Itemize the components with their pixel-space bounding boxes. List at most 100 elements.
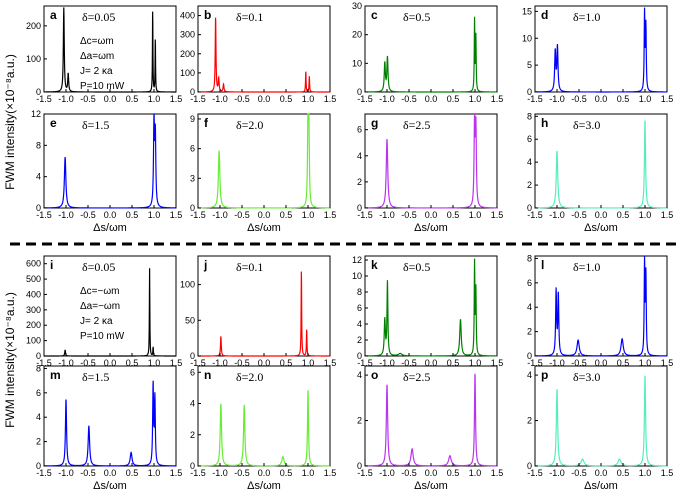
x-tick-label: 0.0 bbox=[425, 210, 438, 220]
x-tick-label: 1.5 bbox=[661, 468, 674, 478]
x-tick-label: -0.5 bbox=[401, 468, 417, 478]
x-tick-label: 0.5 bbox=[280, 94, 293, 104]
x-tick-label: 1.0 bbox=[148, 94, 161, 104]
x-axis-label: Δs/ωm bbox=[93, 222, 127, 234]
y-tick-label: 0 bbox=[357, 351, 362, 361]
x-tick-label: 1.5 bbox=[324, 358, 337, 368]
x-tick-label: -0.5 bbox=[234, 210, 250, 220]
series-line bbox=[534, 120, 667, 209]
panel-title: δ=0.1 bbox=[236, 260, 263, 274]
parameter-annotation: Δc=ωm bbox=[80, 36, 114, 47]
y-tick-label: 6 bbox=[527, 278, 532, 288]
y-tick-label: 6 bbox=[190, 144, 195, 154]
x-tick-label: -1.5 bbox=[527, 94, 543, 104]
x-tick-label: -1.5 bbox=[36, 94, 52, 104]
series-line bbox=[198, 17, 330, 93]
panel-letter: m bbox=[50, 368, 61, 382]
y-tick-label: 100 bbox=[26, 336, 41, 346]
x-tick-label: 0.5 bbox=[126, 358, 139, 368]
x-tick-label: -1.0 bbox=[212, 94, 228, 104]
y-tick-label: 100 bbox=[180, 280, 195, 290]
y-tick-label: 5 bbox=[527, 60, 532, 70]
ylabel-top: FWM intensity(×10⁻⁸a.u.) bbox=[3, 54, 17, 190]
y-tick-label: 100 bbox=[180, 68, 195, 78]
x-tick-label: 0.0 bbox=[258, 94, 271, 104]
y-tick-label: 200 bbox=[26, 320, 41, 330]
panel-title: δ=1.5 bbox=[82, 118, 109, 132]
series-line bbox=[535, 255, 667, 357]
x-tick-label: -1.0 bbox=[549, 358, 565, 368]
x-tick-label: 1.0 bbox=[639, 210, 652, 220]
y-tick-label: 0 bbox=[190, 351, 195, 361]
x-tick-label: -1.0 bbox=[212, 468, 228, 478]
panel-title: δ=2.5 bbox=[403, 370, 430, 384]
y-tick-label: 2 bbox=[527, 327, 532, 337]
y-tick-label: 0 bbox=[527, 203, 532, 213]
y-tick-label: 20 bbox=[352, 30, 362, 40]
y-tick-label: 200 bbox=[26, 21, 41, 31]
panel-title: δ=0.05 bbox=[82, 10, 115, 24]
y-tick-label: 4 bbox=[527, 302, 532, 312]
y-tick-label: 300 bbox=[180, 30, 195, 40]
x-tick-label: -1.0 bbox=[379, 358, 395, 368]
panel-c: -1.5 -1.0 -0.5 0.0 0.5 1.0 1.5 0 10 20 30 c δ=0.5 bbox=[352, 1, 503, 104]
x-axis-label: Δs/ωm bbox=[93, 480, 127, 492]
x-tick-label: 1.5 bbox=[491, 94, 504, 104]
parameter-annotation: Δc=−ωm bbox=[80, 286, 120, 297]
panel-p: -1.5 -1.0 -0.5 0.0 0.5 1.0 1.5 0 2 4 p δ=3.0 Δs/ωm bbox=[527, 365, 674, 492]
x-tick-label: 0.5 bbox=[126, 94, 139, 104]
panel-title: δ=1.0 bbox=[573, 260, 600, 274]
y-tick-label: 0 bbox=[190, 203, 195, 213]
x-tick-label: -1.0 bbox=[379, 210, 395, 220]
panel-title: δ=3.0 bbox=[573, 370, 600, 384]
y-tick-label: 6 bbox=[36, 388, 41, 398]
y-tick-label: 8 bbox=[36, 140, 41, 150]
panel-title: δ=1.5 bbox=[82, 370, 109, 384]
y-tick-label: 0 bbox=[190, 87, 195, 97]
panel-title: δ=0.1 bbox=[236, 10, 263, 24]
x-tick-label: 0.5 bbox=[280, 210, 293, 220]
panel-letter: b bbox=[204, 8, 211, 22]
y-tick-label: 15 bbox=[522, 6, 532, 16]
x-tick-label: -0.5 bbox=[234, 468, 250, 478]
panel-letter: j bbox=[203, 258, 207, 272]
panel-e: -1.5 -1.0 -0.5 0.0 0.5 1.0 1.5 0 4 8 12 e δ=1.5 Δs/ωm bbox=[31, 109, 182, 234]
x-axis-label: Δs/ωm bbox=[584, 222, 618, 234]
parameter-annotation: J= 2 κa bbox=[80, 66, 113, 77]
x-axis-label: Δs/ωm bbox=[414, 480, 448, 492]
y-tick-label: 0 bbox=[527, 351, 532, 361]
x-tick-label: 1.5 bbox=[491, 210, 504, 220]
y-tick-label: 10 bbox=[352, 58, 362, 68]
panel-b: -1.5 -1.0 -0.5 0.0 0.5 1.0 1.5 0 100 200 300 400 b δ=… bbox=[180, 5, 336, 104]
x-tick-label: 0.0 bbox=[425, 94, 438, 104]
parameter-annotation: J= 2 κa bbox=[80, 316, 113, 327]
x-tick-label: -1.0 bbox=[549, 210, 565, 220]
x-tick-label: 0.5 bbox=[447, 358, 460, 368]
y-tick-label: 4 bbox=[190, 399, 195, 409]
x-tick-label: -0.5 bbox=[401, 94, 417, 104]
x-tick-label: 0.5 bbox=[617, 94, 630, 104]
panel-o: -1.5 -1.0 -0.5 0.0 0.5 1.0 1.5 0 2 4 o δ=2.5 Δs/ωm bbox=[357, 365, 503, 492]
x-tick-label: -1.0 bbox=[379, 94, 395, 104]
y-tick-label: 200 bbox=[180, 49, 195, 59]
panel-letter: c bbox=[371, 8, 378, 22]
x-tick-label: -0.5 bbox=[571, 210, 587, 220]
y-tick-label: 0 bbox=[36, 461, 41, 471]
y-tick-label: 6 bbox=[357, 303, 362, 313]
y-tick-label: 10 bbox=[352, 271, 362, 281]
x-tick-label: 0.5 bbox=[617, 468, 630, 478]
x-tick-label: -1.5 bbox=[357, 358, 373, 368]
panel-letter: l bbox=[541, 258, 544, 272]
y-tick-label: 8 bbox=[357, 287, 362, 297]
series-line bbox=[198, 390, 330, 467]
x-tick-label: 0.0 bbox=[595, 94, 608, 104]
x-tick-label: 0.0 bbox=[104, 358, 117, 368]
y-tick-label: 4 bbox=[357, 370, 362, 380]
x-tick-label: -0.5 bbox=[234, 94, 250, 104]
y-tick-label: 2 bbox=[357, 416, 362, 426]
panel-letter: g bbox=[371, 116, 378, 130]
x-tick-label: -1.5 bbox=[527, 210, 543, 220]
y-tick-label: 0 bbox=[357, 461, 362, 471]
x-tick-label: -1.5 bbox=[527, 468, 543, 478]
y-tick-label: 50 bbox=[185, 315, 195, 325]
